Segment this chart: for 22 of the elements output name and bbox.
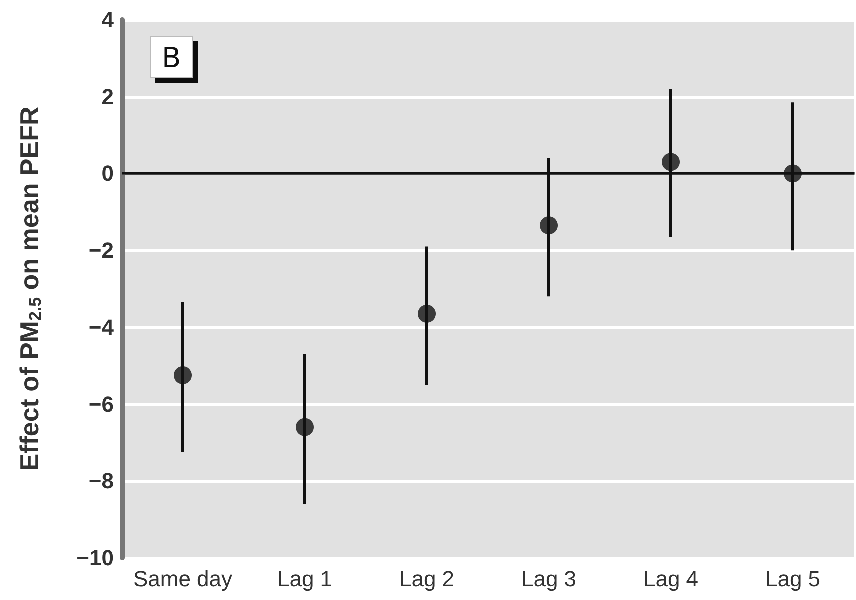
y-tick-label: −4 xyxy=(88,314,115,340)
x-tick-label: Lag 1 xyxy=(277,566,333,592)
x-tick-label: Lag 4 xyxy=(643,566,699,592)
x-tick-label: Lag 3 xyxy=(521,566,577,592)
y-tick-label: −2 xyxy=(88,238,114,264)
x-tick-label: Lag 5 xyxy=(765,566,821,592)
point xyxy=(174,366,192,384)
y-tick-label: 4 xyxy=(102,8,115,32)
point xyxy=(662,153,680,172)
y-tick-label: −8 xyxy=(88,468,114,494)
point xyxy=(784,164,802,183)
y-tick-label: −10 xyxy=(76,546,114,570)
x-tick-label: Lag 2 xyxy=(399,566,455,592)
point xyxy=(418,304,436,323)
x-tick-label: Same day xyxy=(133,566,233,592)
annotation: B xyxy=(162,42,182,74)
y-tick-label: −6 xyxy=(88,392,114,417)
y-axis-title: Effect of PM2.5 on mean PEFR xyxy=(14,106,45,472)
point xyxy=(296,418,314,436)
y-tick-label: 0 xyxy=(102,161,114,186)
y-tick-label: 2 xyxy=(102,84,114,110)
point xyxy=(540,216,558,235)
